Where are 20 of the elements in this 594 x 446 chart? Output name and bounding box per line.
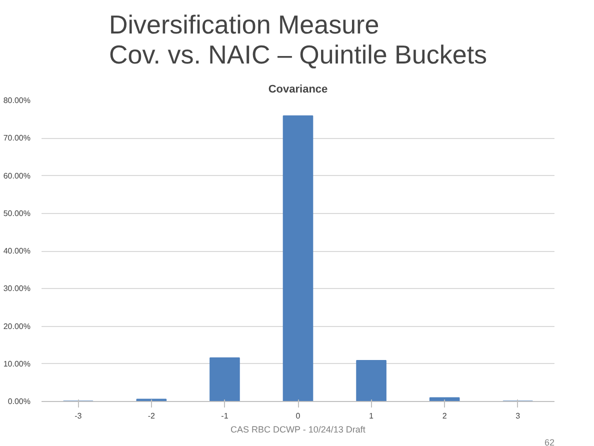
x-tick-label: -2 xyxy=(148,412,156,420)
x-tick-label: -1 xyxy=(221,412,229,420)
y-tick-label: 30.00% xyxy=(3,284,31,294)
y-tick-label: 40.00% xyxy=(3,246,31,256)
x-tick-label: -3 xyxy=(74,412,82,420)
y-tick-label: 50.00% xyxy=(3,208,31,218)
x-tick-label: 2 xyxy=(442,412,448,420)
chart-subtitle: Covariance xyxy=(268,84,328,96)
y-tick-label: 20.00% xyxy=(3,322,31,331)
x-tick-label: 3 xyxy=(516,412,521,420)
text: CAS RBC DCWP - 10/24/13 Draft xyxy=(230,424,366,434)
y-tick-label: 0.00% xyxy=(8,397,31,406)
y-tick-label: 70.00% xyxy=(3,134,31,143)
y-tick-label: 80.00% xyxy=(3,96,31,105)
chart-title: Diversification Measure Cov. vs. NAIC – Quintile Buckets xyxy=(108,10,488,70)
y-tick-label: 10.00% xyxy=(3,359,31,368)
x-tick-label: 0 xyxy=(296,412,301,420)
x-tick-label: 1 xyxy=(369,412,374,420)
text: 62 xyxy=(544,438,555,446)
y-tick-label: 60.00% xyxy=(3,171,31,180)
